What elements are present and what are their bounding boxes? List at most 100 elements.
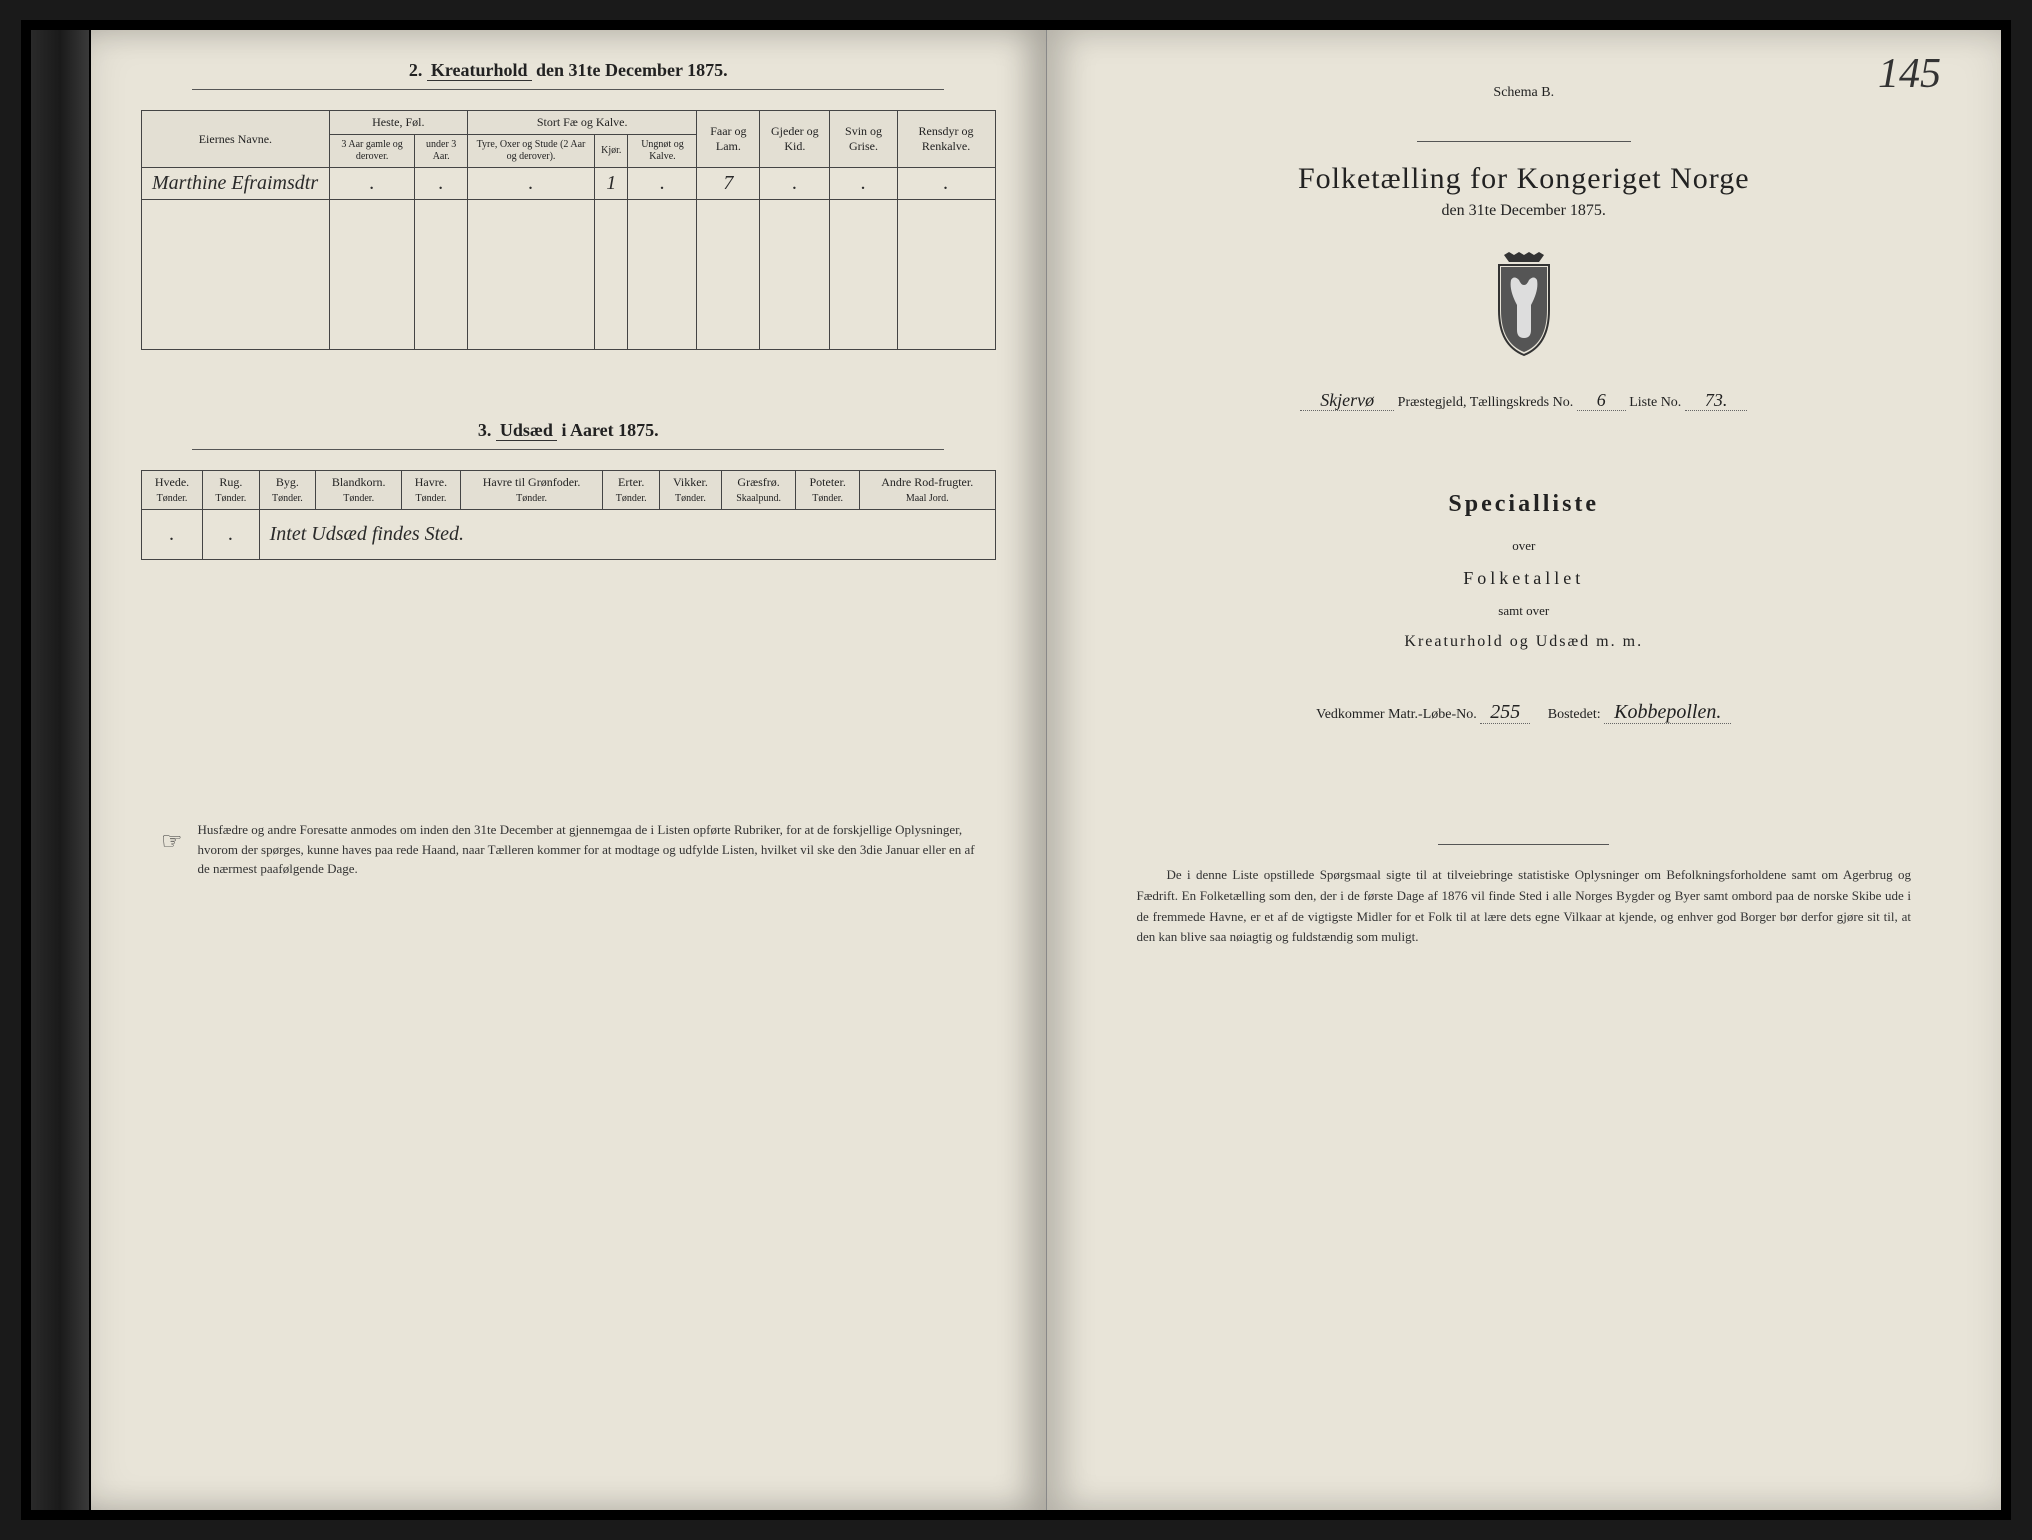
col-h5: Ungnøt og Kalve. [628, 135, 697, 168]
specialliste-title: Specialliste [1097, 491, 1952, 518]
unit: Tønder. [812, 493, 843, 504]
parish-kreds: 6 [1577, 390, 1626, 411]
unit: Tønder. [516, 493, 547, 504]
book-spread: 2. Kreaturhold den 31te December 1875. E… [21, 20, 2011, 1520]
col-blandkorn: Blandkorn. Tønder. [316, 471, 402, 510]
cell: . [467, 168, 594, 200]
col-vikker: Vikker. Tønder. [659, 471, 721, 510]
table-row [142, 200, 996, 350]
unit: Tønder. [675, 493, 706, 504]
col-rensdyr: Rensdyr og Renkalve. [897, 111, 995, 168]
kreatur-title-prefix: 2. [409, 60, 423, 80]
footnote-text: Husfædre og andre Foresatte anmodes om i… [198, 820, 976, 879]
label: Blandkorn. [332, 475, 386, 489]
label: Havre til Grønfoder. [483, 475, 581, 489]
cell-name: Marthine Efraimsdtr [142, 168, 330, 200]
unit: Maal Jord. [906, 493, 949, 504]
col-heste: Heste, Føl. [329, 111, 467, 135]
col-poteter: Poteter. Tønder. [796, 471, 860, 510]
col-havre-gron: Havre til Grønfoder. Tønder. [460, 471, 603, 510]
table-row: . . Intet Udsæd findes Sted. [142, 510, 996, 560]
label: Poteter. [809, 475, 845, 489]
unit: Tønder. [416, 493, 447, 504]
col-havre: Havre. Tønder. [402, 471, 460, 510]
page-number: 145 [1878, 50, 1941, 98]
left-footnote: ☞ Husfædre og andre Foresatte anmodes om… [141, 820, 996, 879]
col-byg: Byg. Tønder. [259, 471, 316, 510]
folketallet-label: Folketallet [1097, 568, 1952, 589]
parish-line: Skjervø Præstegjeld, Tællingskreds No. 6… [1097, 390, 1952, 411]
col-h3: Tyre, Oxer og Stude (2 Aar og derover). [467, 135, 594, 168]
col-eiernes: Eiernes Navne. [142, 111, 330, 168]
cell: . [628, 168, 697, 200]
table-row: Marthine Efraimsdtr . . . 1 . 7 . . . [142, 168, 996, 200]
col-erter: Erter. Tønder. [603, 471, 660, 510]
col-stortfae: Stort Fæ og Kalve. [467, 111, 697, 135]
label: Byg. [276, 475, 299, 489]
left-page: 2. Kreaturhold den 31te December 1875. E… [91, 30, 1047, 1510]
cell-note: Intet Udsæd findes Sted. [259, 510, 995, 560]
unit: Tønder. [616, 493, 647, 504]
col-andre: Andre Rod-frugter. Maal Jord. [859, 471, 995, 510]
col-gjeder: Gjeder og Kid. [760, 111, 830, 168]
label: Andre Rod-frugter. [881, 475, 973, 489]
kreatur-title: 2. Kreaturhold den 31te December 1875. [141, 60, 996, 81]
table-row: Eiernes Navne. Heste, Føl. Stort Fæ og K… [142, 111, 996, 135]
right-footnote: De i denne Liste opstillede Spørgsmaal s… [1097, 865, 1952, 948]
vedkommer-matr: 255 [1480, 701, 1530, 724]
table-row: Hvede. Tønder. Rug. Tønder. Byg. Tønder. Bl… [142, 471, 996, 510]
col-h2: under 3 Aar. [415, 135, 467, 168]
vedkommer-label2: Bostedet: [1548, 707, 1601, 722]
schema-label: Schema B. [1097, 85, 1952, 101]
parish-liste: 73. [1685, 390, 1748, 411]
book-spine [31, 30, 91, 1510]
vedkommer-line: Vedkommer Matr.-Løbe-No. 255 Bostedet: K… [1097, 701, 1952, 724]
vedkommer-label1: Vedkommer Matr.-Løbe-No. [1316, 707, 1477, 722]
cell: . [760, 168, 830, 200]
udsaed-title: 3. Udsæd i Aaret 1875. [141, 420, 996, 441]
cell: 1 [595, 168, 628, 200]
parish-label1: Præstegjeld, Tællingskreds No. [1398, 395, 1574, 410]
unit: Tønder. [157, 493, 188, 504]
label: Havre. [415, 475, 447, 489]
cell: . [897, 168, 995, 200]
over-label: over [1097, 538, 1952, 554]
label: Vikker. [673, 475, 708, 489]
cell: 7 [697, 168, 760, 200]
parish-name: Skjervø [1300, 390, 1394, 411]
vedkommer-bosted: Kobbepollen. [1604, 701, 1731, 724]
sub-date: den 31te December 1875. [1097, 202, 1952, 220]
col-h1: 3 Aar gamle og derover. [329, 135, 415, 168]
label: Hvede. [155, 475, 189, 489]
col-rug: Rug. Tønder. [203, 471, 260, 510]
divider [1438, 844, 1609, 845]
col-graesfro: Græsfrø. Skaalpund. [721, 471, 795, 510]
col-svin: Svin og Grise. [830, 111, 897, 168]
cell: . [830, 168, 897, 200]
col-hvede: Hvede. Tønder. [142, 471, 203, 510]
parish-label2: Liste No. [1629, 395, 1681, 410]
udsaed-title-word: Udsæd [496, 420, 557, 441]
samt-label: samt over [1097, 603, 1952, 619]
cell: . [329, 168, 415, 200]
cell: . [142, 510, 203, 560]
unit: Tønder. [272, 493, 303, 504]
cell: . [415, 168, 467, 200]
label: Rug. [219, 475, 242, 489]
right-page: 145 Schema B. Folketælling for Kongerige… [1047, 30, 2002, 1510]
main-title: Folketælling for Kongeriget Norge [1097, 162, 1952, 196]
coat-of-arms-icon [1479, 250, 1569, 360]
udsaed-title-prefix: 3. [478, 420, 492, 440]
kreatur-table: Eiernes Navne. Heste, Føl. Stort Fæ og K… [141, 110, 996, 350]
label: Erter. [618, 475, 644, 489]
udsaed-table: Hvede. Tønder. Rug. Tønder. Byg. Tønder. Bl… [141, 470, 996, 560]
divider [192, 89, 944, 90]
unit: Tønder. [215, 493, 246, 504]
kreatur-line: Kreaturhold og Udsæd m. m. [1097, 633, 1952, 651]
divider [1417, 141, 1631, 142]
unit: Skaalpund. [736, 493, 781, 504]
unit: Tønder. [343, 493, 374, 504]
label: Græsfrø. [737, 475, 779, 489]
col-faar: Faar og Lam. [697, 111, 760, 168]
kreatur-title-word: Kreaturhold [427, 60, 532, 81]
